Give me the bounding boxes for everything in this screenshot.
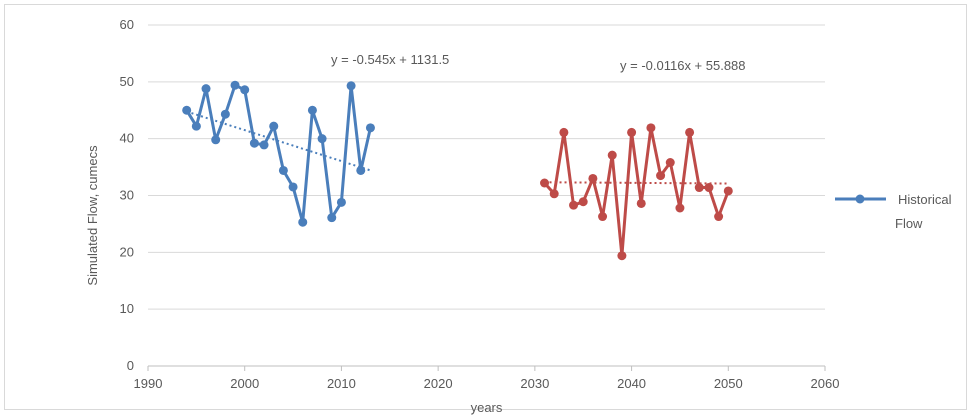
y-tick-label: 60 xyxy=(120,17,134,32)
y-tick-label: 0 xyxy=(127,358,134,373)
trendline-equation: y = -0.0116x + 55.888 xyxy=(620,58,746,73)
trendline-equation: y = -0.545x + 1131.5 xyxy=(331,52,449,67)
x-tick-label: 2040 xyxy=(617,376,646,391)
data-series xyxy=(182,80,733,261)
data-point xyxy=(191,121,201,131)
y-tick-label: 10 xyxy=(120,301,134,316)
trendline xyxy=(186,110,371,172)
data-point xyxy=(578,197,588,207)
data-point xyxy=(269,121,279,131)
y-tick-label: 40 xyxy=(120,131,134,146)
data-point xyxy=(636,198,646,208)
data-point xyxy=(288,182,298,192)
x-tick-label: 1990 xyxy=(134,376,163,391)
data-point xyxy=(365,123,375,133)
x-tick-label: 2000 xyxy=(230,376,259,391)
data-point xyxy=(656,171,666,181)
data-point xyxy=(714,212,724,222)
x-tick-label: 2020 xyxy=(424,376,453,391)
data-point xyxy=(259,140,269,150)
data-point xyxy=(665,158,675,168)
data-point xyxy=(211,135,221,145)
data-point xyxy=(182,105,192,115)
data-point xyxy=(646,123,656,133)
data-point xyxy=(240,85,250,95)
data-point xyxy=(675,203,685,213)
y-tick-label: 50 xyxy=(120,74,134,89)
data-point xyxy=(278,165,288,175)
data-point xyxy=(723,186,733,196)
legend: Historical Flow xyxy=(835,192,952,231)
y-tick-label: 20 xyxy=(120,244,134,259)
data-point xyxy=(220,109,230,119)
data-point xyxy=(569,200,579,210)
legend-marker xyxy=(855,194,865,204)
data-point xyxy=(617,251,627,261)
y-axis-title: Simulated Flow, cumecs xyxy=(85,145,100,286)
data-point xyxy=(549,189,559,199)
x-tick-label: 2010 xyxy=(327,376,356,391)
trendlines xyxy=(186,110,729,185)
data-point xyxy=(588,173,598,183)
data-point xyxy=(336,197,346,207)
chart-area xyxy=(4,4,967,410)
data-point xyxy=(685,127,695,137)
legend-label-line1: Historical xyxy=(898,192,952,207)
data-point xyxy=(249,138,259,148)
data-point xyxy=(317,134,327,144)
x-tick-label: 2060 xyxy=(811,376,840,391)
data-point xyxy=(346,81,356,91)
data-point xyxy=(559,127,569,137)
axes xyxy=(147,365,826,371)
gridlines xyxy=(148,24,825,310)
trendline xyxy=(544,181,729,185)
data-point xyxy=(598,212,608,222)
data-point xyxy=(704,183,714,193)
data-point xyxy=(694,183,704,193)
x-tick-label: 2030 xyxy=(520,376,549,391)
x-axis-title: years xyxy=(471,400,503,415)
y-tick-label: 30 xyxy=(120,188,134,203)
x-tick-label: 2050 xyxy=(714,376,743,391)
data-point xyxy=(627,127,637,137)
data-point xyxy=(201,84,211,94)
data-point xyxy=(327,213,337,223)
legend-label-line2: Flow xyxy=(895,216,923,231)
data-point xyxy=(540,178,550,188)
data-point xyxy=(607,150,617,160)
data-point xyxy=(307,105,317,115)
data-point xyxy=(230,80,240,90)
data-point xyxy=(356,165,366,175)
data-point xyxy=(298,217,308,227)
